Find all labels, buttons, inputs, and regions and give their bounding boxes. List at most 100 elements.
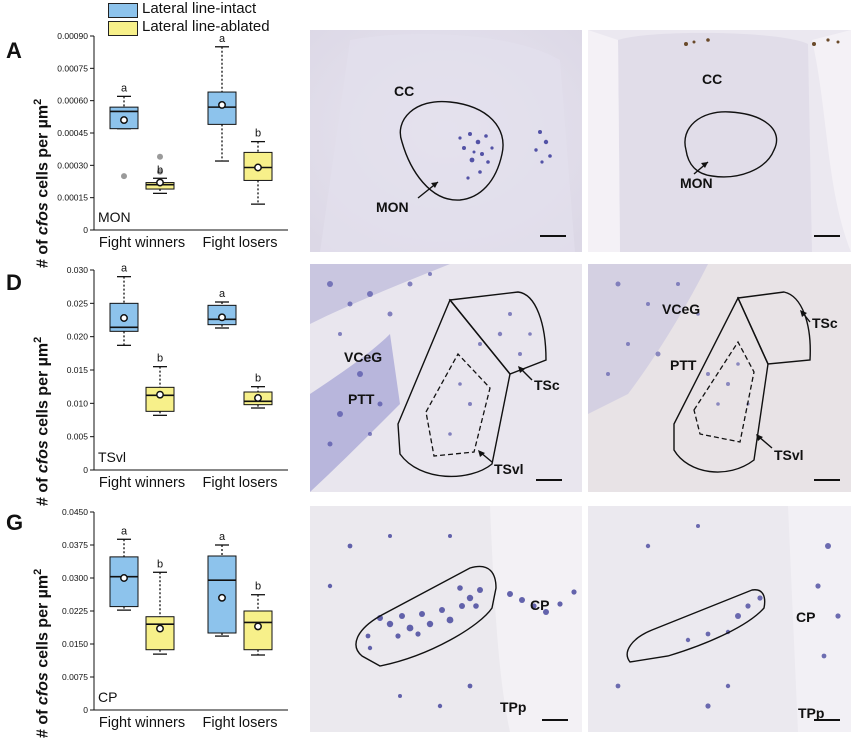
outlier-point [157, 153, 163, 160]
y-axis-gene: cfos [34, 440, 52, 474]
label-cc: CC [394, 83, 414, 99]
y-axis-suffix: cells per µm [34, 574, 52, 668]
y-tick-label: 0 [83, 465, 88, 475]
y-tick-label: 0.020 [67, 332, 89, 342]
label-ptt: PTT [348, 391, 375, 407]
x-category-label: Fight losers [203, 235, 278, 251]
significance-letter: b [255, 128, 261, 140]
y-axis-prefix: # of [34, 239, 52, 268]
y-tick-label: 0 [83, 225, 88, 235]
y-axis-title-a: # of cfos cells per µm2 [32, 99, 52, 268]
outlier-point [157, 168, 163, 175]
y-tick-label: 0.0375 [62, 540, 88, 550]
label-cp: CP [530, 597, 549, 613]
significance-letter: b [157, 353, 163, 365]
x-category-label: Fight winners [99, 715, 185, 731]
panel-letter-a: A [6, 38, 22, 63]
box [145, 616, 175, 651]
y-tick-label: 0.030 [67, 265, 89, 275]
legend-ablated-swatch [108, 21, 138, 36]
label-cc: CC [702, 71, 722, 87]
significance-letter: a [121, 525, 128, 537]
y-tick-label: 0 [83, 705, 88, 715]
legend-intact-swatch [108, 3, 138, 18]
legend-intact-label: Lateral line-intact [142, 0, 257, 17]
mean-marker [254, 622, 262, 631]
outlier-point [121, 173, 127, 180]
micrograph-h: CP TPp [310, 506, 582, 732]
y-axis-title-d: # of cfos cells per µm2 [32, 337, 52, 506]
label-vceg: VCeG [344, 349, 382, 365]
y-tick-label: 0.005 [67, 432, 89, 442]
box [145, 386, 175, 412]
y-axis-gene: cfos [34, 672, 52, 706]
y-tick-label: 0.0450 [62, 507, 88, 517]
box [243, 151, 273, 181]
mean-marker [156, 178, 164, 187]
region-label: MON [98, 209, 131, 225]
legend-ablated-label: Lateral line-ablated [142, 18, 270, 35]
box-plot-tsvl: 0 0.005 0.010 0.015 0.020 0.025 0.030 Fight win… [67, 264, 288, 491]
y-axis-prefix: # of [34, 709, 52, 738]
y-axis-prefix: # of [34, 477, 52, 506]
mean-marker [254, 163, 262, 172]
significance-letter: a [219, 33, 226, 45]
y-tick-label: 0.00015 [57, 193, 88, 203]
mean-marker [156, 624, 164, 633]
micrograph-e: VCeG PTT TSc TSvl [310, 264, 582, 492]
significance-letter: b [157, 164, 163, 176]
mean-marker [120, 314, 128, 322]
y-tick-label: 0.00090 [57, 31, 88, 41]
micrograph-f: VCeG PTT TSc TSvl [588, 264, 851, 492]
x-category-label: Fight winners [99, 235, 185, 251]
y-axis-exponent: 2 [32, 336, 44, 343]
label-tpp: TPp [500, 699, 526, 715]
significance-letter: a [219, 288, 226, 300]
y-tick-label: 0.00045 [57, 128, 88, 138]
label-tsc: TSc [812, 315, 838, 331]
significance-letter: a [121, 82, 128, 94]
label-ptt: PTT [670, 357, 697, 373]
x-category-label: Fight winners [99, 475, 185, 491]
y-tick-label: 0.010 [67, 398, 89, 408]
micrograph-b: CC MON [310, 30, 582, 252]
box-plot-mon: 0 0.00015 0.00030 0.00045 0.00060 0.00075 0.00… [57, 31, 288, 251]
micrograph-i: CP TPp [588, 506, 851, 732]
significance-letter: a [219, 531, 226, 543]
panel-letter-g: G [6, 510, 24, 535]
mean-marker [120, 574, 128, 582]
y-axis-suffix: cells per µm [34, 104, 52, 198]
y-tick-label: 0.0225 [62, 606, 88, 616]
mean-marker [156, 390, 164, 399]
micrograph-c: CC MON [588, 30, 851, 252]
significance-letter: a [121, 264, 128, 275]
y-axis-gene: cfos [34, 202, 52, 236]
y-tick-label: 0.0075 [62, 672, 88, 682]
mean-marker [218, 101, 226, 109]
y-axis-title-g: # of cfos cells per µm2 [32, 569, 52, 738]
y-tick-label: 0.00030 [57, 160, 88, 170]
y-tick-label: 0.00075 [57, 63, 88, 73]
mean-marker [218, 593, 226, 602]
significance-letter: b [157, 558, 163, 570]
significance-letter: b [255, 581, 261, 593]
y-axis-exponent: 2 [32, 568, 44, 575]
label-mon: MON [376, 199, 409, 215]
region-label: TSvl [98, 449, 126, 465]
y-axis-suffix: cells per µm [34, 342, 52, 436]
box-plot-cp: 0 0.0075 0.0150 0.0225 0.0300 0.0375 0.0450 Fig… [62, 507, 288, 731]
label-tsvl: TSvl [774, 447, 804, 463]
label-tsc: TSc [534, 377, 560, 393]
x-category-label: Fight losers [203, 715, 278, 731]
label-mon: MON [680, 175, 713, 191]
label-vceg: VCeG [662, 301, 700, 317]
y-tick-label: 0.015 [67, 365, 89, 375]
significance-letter: b [255, 373, 261, 385]
label-cp: CP [796, 609, 815, 625]
x-category-label: Fight losers [203, 475, 278, 491]
y-tick-label: 0.00060 [57, 96, 88, 106]
y-tick-label: 0.0150 [62, 639, 88, 649]
y-tick-label: 0.025 [67, 298, 89, 308]
y-tick-label: 0.0300 [62, 573, 88, 583]
panel-letter-d: D [6, 270, 22, 295]
